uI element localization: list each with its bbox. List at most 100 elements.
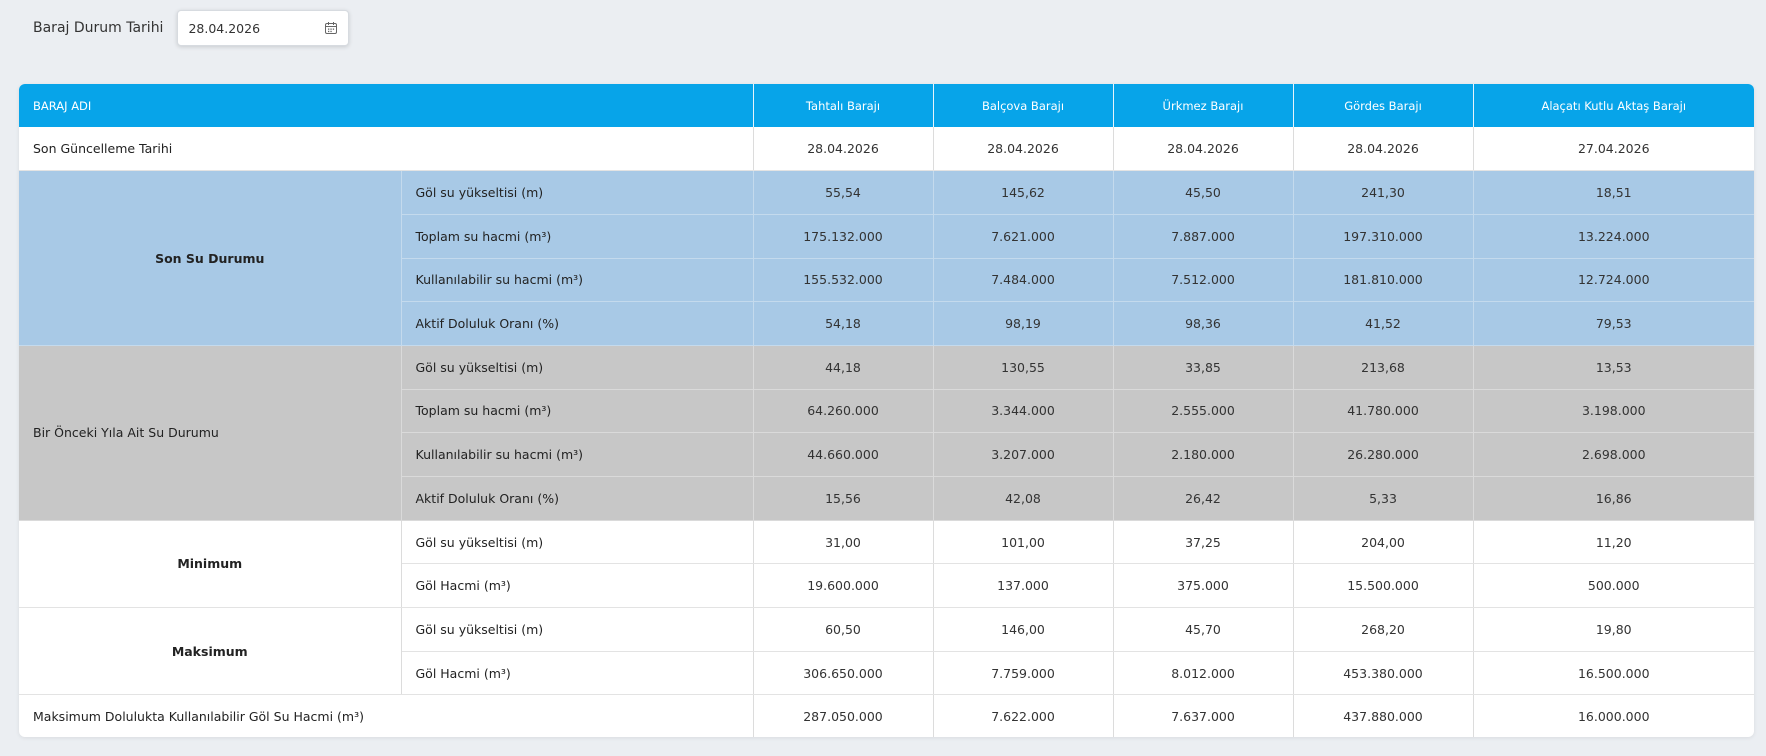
- table-cell: 16.500.000: [1473, 651, 1754, 696]
- table-header-row: BARAJ ADI Tahtalı Barajı Balçova Barajı …: [19, 84, 1754, 127]
- row-label: Göl Hacmi (m³): [401, 563, 754, 609]
- row-label: Toplam su hacmi (m³): [401, 389, 754, 434]
- table-cell: 175.132.000: [753, 214, 934, 259]
- table-cell: 2.698.000: [1473, 432, 1754, 477]
- table-cell: 26.280.000: [1293, 432, 1474, 477]
- table-row: Göl Hacmi (m³) 306.650.000 7.759.000 8.0…: [19, 651, 1754, 696]
- table-cell: 44.660.000: [753, 432, 934, 477]
- table-cell: 204,00: [1293, 520, 1474, 565]
- group-label-maximum: Maksimum: [19, 607, 402, 696]
- header-dam: Ürkmez Barajı: [1113, 84, 1294, 127]
- table-cell: 79,53: [1473, 301, 1754, 346]
- dam-status-table: BARAJ ADI Tahtalı Barajı Balçova Barajı …: [19, 84, 1754, 737]
- table-cell: 16.000.000: [1473, 694, 1754, 737]
- table-cell: 33,85: [1113, 345, 1294, 390]
- table-cell: 42,08: [933, 476, 1114, 521]
- table-row: Toplam su hacmi (m³) 175.132.000 7.621.0…: [19, 214, 1754, 259]
- header-dam: Tahtalı Barajı: [753, 84, 934, 127]
- group-label-previous: Bir Önceki Yıla Ait Su Durumu: [19, 345, 402, 521]
- table-cell: 2.555.000: [1113, 389, 1294, 434]
- row-label: Göl su yükseltisi (m): [401, 345, 754, 390]
- table-cell: 7.759.000: [933, 651, 1114, 696]
- table-cell: 15,56: [753, 476, 934, 521]
- dam-status-table-card: BARAJ ADI Tahtalı Barajı Balçova Barajı …: [19, 84, 1754, 737]
- table-cell: 60,50: [753, 607, 934, 652]
- table-cell: 7.512.000: [1113, 258, 1294, 303]
- row-label: Aktif Doluluk Oranı (%): [401, 476, 754, 521]
- table-cell: 41.780.000: [1293, 389, 1474, 434]
- row-label: Aktif Doluluk Oranı (%): [401, 301, 754, 346]
- table-cell: 18,51: [1473, 170, 1754, 215]
- table-cell: 137.000: [933, 563, 1114, 609]
- table-cell: 7.637.000: [1113, 694, 1294, 737]
- table-cell: 268,20: [1293, 607, 1474, 652]
- table-cell: 19,80: [1473, 607, 1754, 652]
- table-cell: 13,53: [1473, 345, 1754, 390]
- row-label: Maksimum Dolulukta Kullanılabilir Göl Su…: [19, 694, 754, 737]
- table-cell: 146,00: [933, 607, 1114, 652]
- table-cell: 45,70: [1113, 607, 1294, 652]
- table-cell: 45,50: [1113, 170, 1294, 215]
- table-row: Minimum Göl su yükseltisi (m) 31,00 101,…: [19, 520, 1754, 609]
- table-cell: 197.310.000: [1293, 214, 1474, 259]
- table-row: Kullanılabilir su hacmi (m³) 44.660.000 …: [19, 432, 1754, 477]
- table-cell: 19.600.000: [753, 563, 934, 609]
- table-row: Bir Önceki Yıla Ait Su Durumu Göl su yük…: [19, 345, 1754, 521]
- table-cell: 55,54: [753, 170, 934, 215]
- calendar-icon[interactable]: [324, 21, 338, 35]
- header-dam: Gördes Barajı: [1293, 84, 1474, 127]
- table-cell: 155.532.000: [753, 258, 934, 303]
- header-dam-name: BARAJ ADI: [19, 84, 754, 127]
- table-cell: 28.04.2026: [1293, 127, 1474, 172]
- table-row: Son Su Durumu Göl su yükseltisi (m) 55,5…: [19, 170, 1754, 346]
- table-cell: 3.344.000: [933, 389, 1114, 434]
- table-cell: 437.880.000: [1293, 694, 1474, 737]
- table-cell: 54,18: [753, 301, 934, 346]
- table-row-max-usable: Maksimum Dolulukta Kullanılabilir Göl Su…: [19, 694, 1754, 737]
- table-cell: 3.207.000: [933, 432, 1114, 477]
- table-cell: 287.050.000: [753, 694, 934, 737]
- table-row-last-update: Son Güncelleme Tarihi 28.04.2026 28.04.2…: [19, 127, 1754, 172]
- table-cell: 7.484.000: [933, 258, 1114, 303]
- table-cell: 27.04.2026: [1473, 127, 1754, 172]
- table-cell: 15.500.000: [1293, 563, 1474, 609]
- row-label: Toplam su hacmi (m³): [401, 214, 754, 259]
- table-cell: 98,19: [933, 301, 1114, 346]
- header-dam: Balçova Barajı: [933, 84, 1114, 127]
- group-label-minimum: Minimum: [19, 520, 402, 609]
- table-cell: 28.04.2026: [933, 127, 1114, 172]
- row-label: Son Güncelleme Tarihi: [19, 127, 754, 172]
- row-label: Kullanılabilir su hacmi (m³): [401, 258, 754, 303]
- row-label: Göl su yükseltisi (m): [401, 170, 754, 215]
- table-row: Toplam su hacmi (m³) 64.260.000 3.344.00…: [19, 389, 1754, 434]
- table-row: Maksimum Göl su yükseltisi (m) 60,50 146…: [19, 607, 1754, 696]
- group-label-current: Son Su Durumu: [19, 170, 402, 346]
- table-cell: 12.724.000: [1473, 258, 1754, 303]
- table-cell: 28.04.2026: [1113, 127, 1294, 172]
- table-cell: 26,42: [1113, 476, 1294, 521]
- table-cell: 28.04.2026: [753, 127, 934, 172]
- table-cell: 453.380.000: [1293, 651, 1474, 696]
- table-cell: 8.012.000: [1113, 651, 1294, 696]
- table-cell: 64.260.000: [753, 389, 934, 434]
- table-cell: 7.621.000: [933, 214, 1114, 259]
- table-cell: 145,62: [933, 170, 1114, 215]
- table-cell: 375.000: [1113, 563, 1294, 609]
- table-cell: 181.810.000: [1293, 258, 1474, 303]
- table-row: Göl Hacmi (m³) 19.600.000 137.000 375.00…: [19, 563, 1754, 609]
- table-row: Kullanılabilir su hacmi (m³) 155.532.000…: [19, 258, 1754, 303]
- table-cell: 306.650.000: [753, 651, 934, 696]
- table-cell: 37,25: [1113, 520, 1294, 565]
- row-label: Göl su yükseltisi (m): [401, 520, 754, 565]
- date-picker-value: 28.04.2026: [188, 20, 261, 36]
- date-filter-bar: Baraj Durum Tarihi 28.04.2026: [33, 10, 350, 46]
- table-cell: 98,36: [1113, 301, 1294, 346]
- table-cell: 130,55: [933, 345, 1114, 390]
- table-cell: 3.198.000: [1473, 389, 1754, 434]
- table-cell: 7.887.000: [1113, 214, 1294, 259]
- row-label: Göl Hacmi (m³): [401, 651, 754, 696]
- date-filter-label: Baraj Durum Tarihi: [33, 20, 164, 36]
- table-cell: 2.180.000: [1113, 432, 1294, 477]
- date-picker-input[interactable]: 28.04.2026: [177, 10, 350, 46]
- table-cell: 5,33: [1293, 476, 1474, 521]
